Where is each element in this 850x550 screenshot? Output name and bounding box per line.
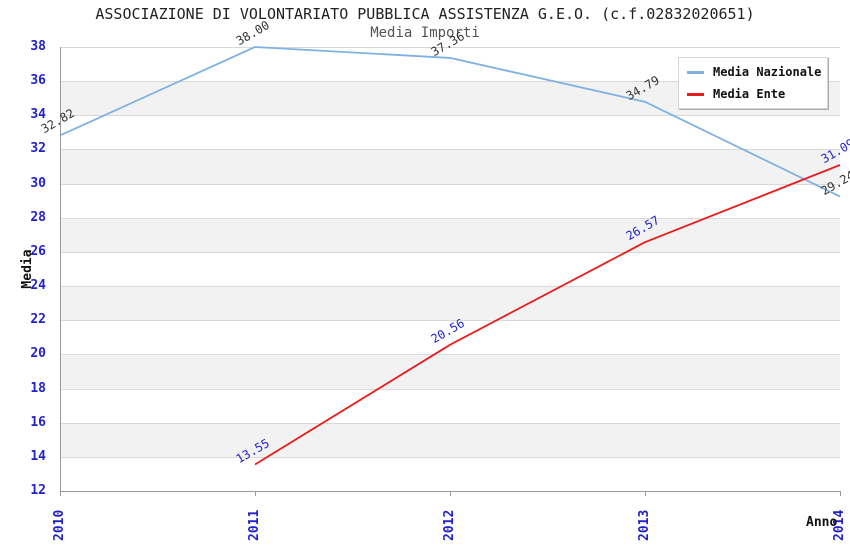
x-tick-mark	[60, 492, 61, 496]
background-band	[60, 456, 840, 491]
legend-item: Media Ente	[687, 87, 819, 101]
x-tick-label: 2011	[247, 509, 262, 541]
legend-line-icon	[687, 70, 704, 74]
x-axis-line	[60, 491, 841, 492]
gridline	[60, 320, 840, 322]
gridline	[60, 354, 840, 356]
x-tick-mark	[840, 492, 841, 496]
y-tick-label: 12	[30, 483, 46, 498]
y-tick-label: 22	[30, 312, 46, 328]
chart-subtitle: Media Importi	[370, 25, 480, 41]
y-axis-line	[60, 47, 61, 491]
x-tick-label: 2010	[52, 509, 67, 541]
gridline	[60, 115, 840, 117]
background-band	[60, 217, 840, 252]
gridline	[60, 251, 840, 253]
y-tick-label: 32	[30, 141, 46, 157]
x-tick-mark	[255, 492, 256, 496]
chart-title: ASSOCIAZIONE DI VOLONTARIATO PUBBLICA AS…	[95, 5, 755, 23]
legend-item: Media Nazionale	[687, 65, 822, 79]
legend: Media Nazionale Media Ente	[678, 57, 828, 109]
background-band	[60, 183, 840, 218]
gridline	[60, 422, 840, 424]
y-tick-label: 26	[30, 243, 46, 259]
gridline	[60, 456, 840, 458]
y-tick-label: 20	[30, 346, 46, 362]
x-axis-title: Anno	[806, 515, 838, 530]
y-tick-label: 34	[30, 107, 46, 123]
background-band	[60, 286, 840, 321]
plot-area	[59, 46, 841, 491]
background-band	[60, 422, 840, 457]
x-tick-mark	[450, 492, 451, 496]
gridline	[60, 217, 840, 219]
y-tick-label: 14	[30, 448, 46, 464]
background-band	[60, 251, 840, 287]
y-tick-label: 28	[30, 209, 46, 225]
x-tick-label: 2013	[637, 509, 652, 541]
background-band	[60, 320, 840, 355]
gridline	[60, 81, 840, 83]
y-tick-label: 30	[30, 175, 46, 191]
background-band	[60, 354, 840, 389]
x-tick-label: 2012	[442, 509, 457, 541]
y-tick-label: 18	[30, 380, 46, 396]
gridline	[60, 388, 840, 390]
y-tick-label: 36	[30, 73, 46, 89]
series-line-nazionale	[59, 46, 841, 198]
y-tick-label: 38	[30, 39, 46, 54]
series-lines	[59, 46, 841, 466]
x-tick-mark	[645, 492, 646, 496]
background-band	[60, 115, 840, 150]
gridline	[60, 47, 840, 48]
y-tick-label: 24	[30, 278, 46, 294]
legend-label: Media Nazionale	[713, 65, 822, 79]
background-band	[60, 388, 840, 423]
y-tick-label: 16	[30, 414, 46, 430]
background-band	[60, 149, 840, 184]
gridline	[60, 286, 840, 288]
legend-line-icon	[687, 92, 704, 96]
gridline	[60, 183, 840, 185]
legend-label: Media Ente	[713, 87, 786, 101]
y-axis-title: Media	[20, 249, 35, 289]
gridline	[60, 149, 840, 151]
series-line-ente	[254, 164, 841, 466]
